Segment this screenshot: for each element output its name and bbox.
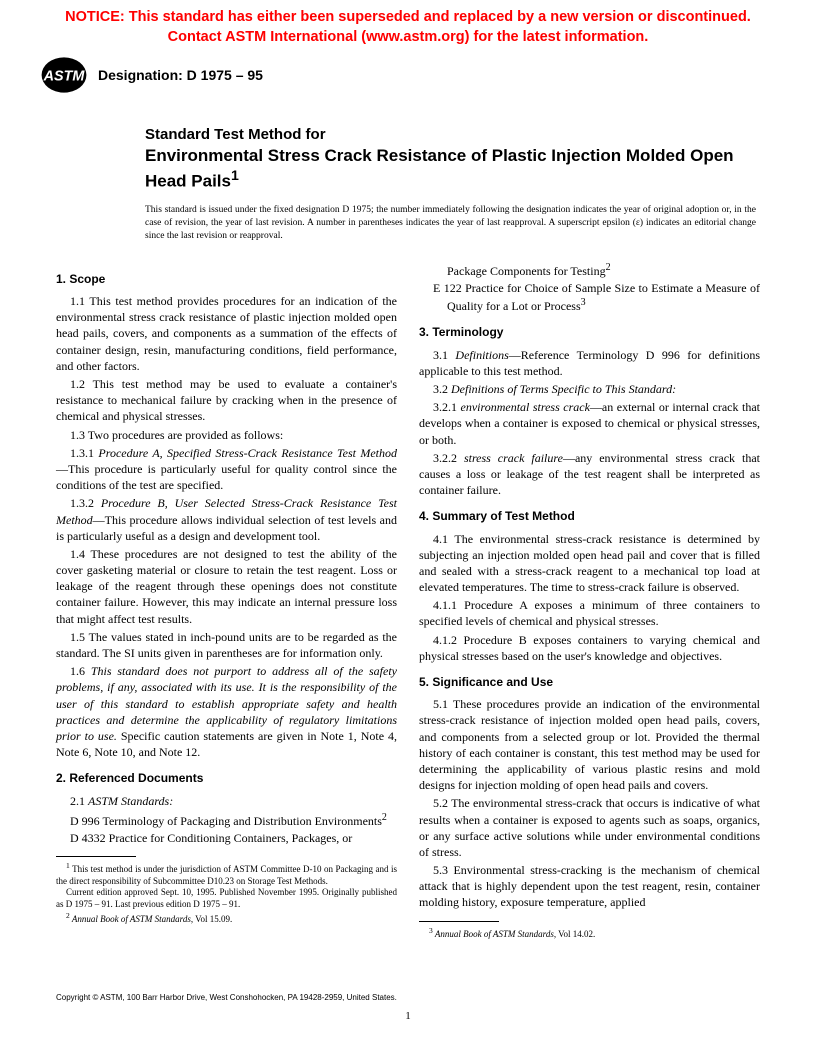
p1-3-2: 1.3.2 Procedure B, User Selected Stress-… bbox=[56, 495, 397, 544]
p1-3-1: 1.3.1 Procedure A, Specified Stress-Crac… bbox=[56, 445, 397, 494]
title-main: Environmental Stress Crack Resistance of… bbox=[145, 145, 756, 193]
title-prefix: Standard Test Method for bbox=[145, 125, 756, 145]
ref-d4332a: D 4332 Practice for Conditioning Contain… bbox=[56, 830, 397, 846]
p4-1-2: 4.1.2 Procedure B exposes containers to … bbox=[419, 632, 760, 664]
ref-d996: D 996 Terminology of Packaging and Distr… bbox=[56, 811, 397, 829]
summary-head: 4. Summary of Test Method bbox=[419, 508, 760, 524]
p5-2: 5.2 The environmental stress-crack that … bbox=[419, 795, 760, 860]
p1-5: 1.5 The values stated in inch-pound unit… bbox=[56, 629, 397, 661]
copyright-line: Copyright © ASTM, 100 Barr Harbor Drive,… bbox=[56, 993, 397, 1002]
p3-1: 3.1 Definitions—Reference Terminology D … bbox=[419, 347, 760, 379]
p1-2: 1.2 This test method may be used to eval… bbox=[56, 376, 397, 425]
astm-logo: ASTM bbox=[40, 55, 88, 95]
page-number: 1 bbox=[0, 1010, 816, 1022]
p4-1-1: 4.1.1 Procedure A exposes a minimum of t… bbox=[419, 597, 760, 629]
fn1: 1 This test method is under the jurisdic… bbox=[56, 861, 397, 887]
right-footnotes: 3 Annual Book of ASTM Standards, Vol 14.… bbox=[419, 921, 760, 941]
p4-1: 4.1 The environmental stress-crack resis… bbox=[419, 531, 760, 596]
significance-head: 5. Significance and Use bbox=[419, 674, 760, 690]
header-row: ASTM Designation: D 1975 – 95 bbox=[0, 51, 816, 95]
designation-text: Designation: D 1975 – 95 bbox=[98, 67, 263, 83]
p1-6: 1.6 This standard does not purport to ad… bbox=[56, 663, 397, 760]
ref-d4332b: Package Components for Testing2 bbox=[419, 261, 760, 279]
issuance-note: This standard is issued under the fixed … bbox=[145, 204, 756, 242]
title-block: Standard Test Method for Environmental S… bbox=[145, 125, 816, 192]
scope-head: 1. Scope bbox=[56, 271, 397, 287]
p5-1: 5.1 These procedures provide an indicati… bbox=[419, 696, 760, 793]
terminology-head: 3. Terminology bbox=[419, 324, 760, 340]
p1-4: 1.4 These procedures are not designed to… bbox=[56, 546, 397, 627]
refdocs-head: 2. Referenced Documents bbox=[56, 770, 397, 786]
p1-3: 1.3 Two procedures are provided as follo… bbox=[56, 427, 397, 443]
p2-1: 2.1 ASTM Standards: bbox=[56, 793, 397, 809]
notice-line2: Contact ASTM International (www.astm.org… bbox=[168, 29, 649, 45]
p3-2-2: 3.2.2 stress crack failure—any environme… bbox=[419, 450, 760, 499]
p1-1: 1.1 This test method provides procedures… bbox=[56, 293, 397, 374]
fn2: 2 Annual Book of ASTM Standards, Vol 15.… bbox=[56, 911, 397, 926]
left-footnotes: 1 This test method is under the jurisdic… bbox=[56, 856, 397, 925]
svg-text:ASTM: ASTM bbox=[43, 69, 86, 85]
body-columns: 1. Scope 1.1 This test method provides p… bbox=[0, 261, 816, 940]
p3-2: 3.2 Definitions of Terms Specific to Thi… bbox=[419, 381, 760, 397]
title-sup: 1 bbox=[231, 168, 239, 184]
footnote-rule-left bbox=[56, 856, 136, 857]
p3-2-1: 3.2.1 environmental stress crack—an exte… bbox=[419, 399, 760, 448]
notice-banner: NOTICE: This standard has either been su… bbox=[0, 0, 816, 51]
footnote-rule-right bbox=[419, 921, 499, 922]
ref-e122: E 122 Practice for Choice of Sample Size… bbox=[419, 280, 760, 314]
p5-3: 5.3 Environmental stress-cracking is the… bbox=[419, 862, 760, 911]
fn1b: Current edition approved Sept. 10, 1995.… bbox=[56, 887, 397, 910]
fn3: 3 Annual Book of ASTM Standards, Vol 14.… bbox=[419, 926, 760, 941]
notice-line1: NOTICE: This standard has either been su… bbox=[65, 9, 751, 25]
